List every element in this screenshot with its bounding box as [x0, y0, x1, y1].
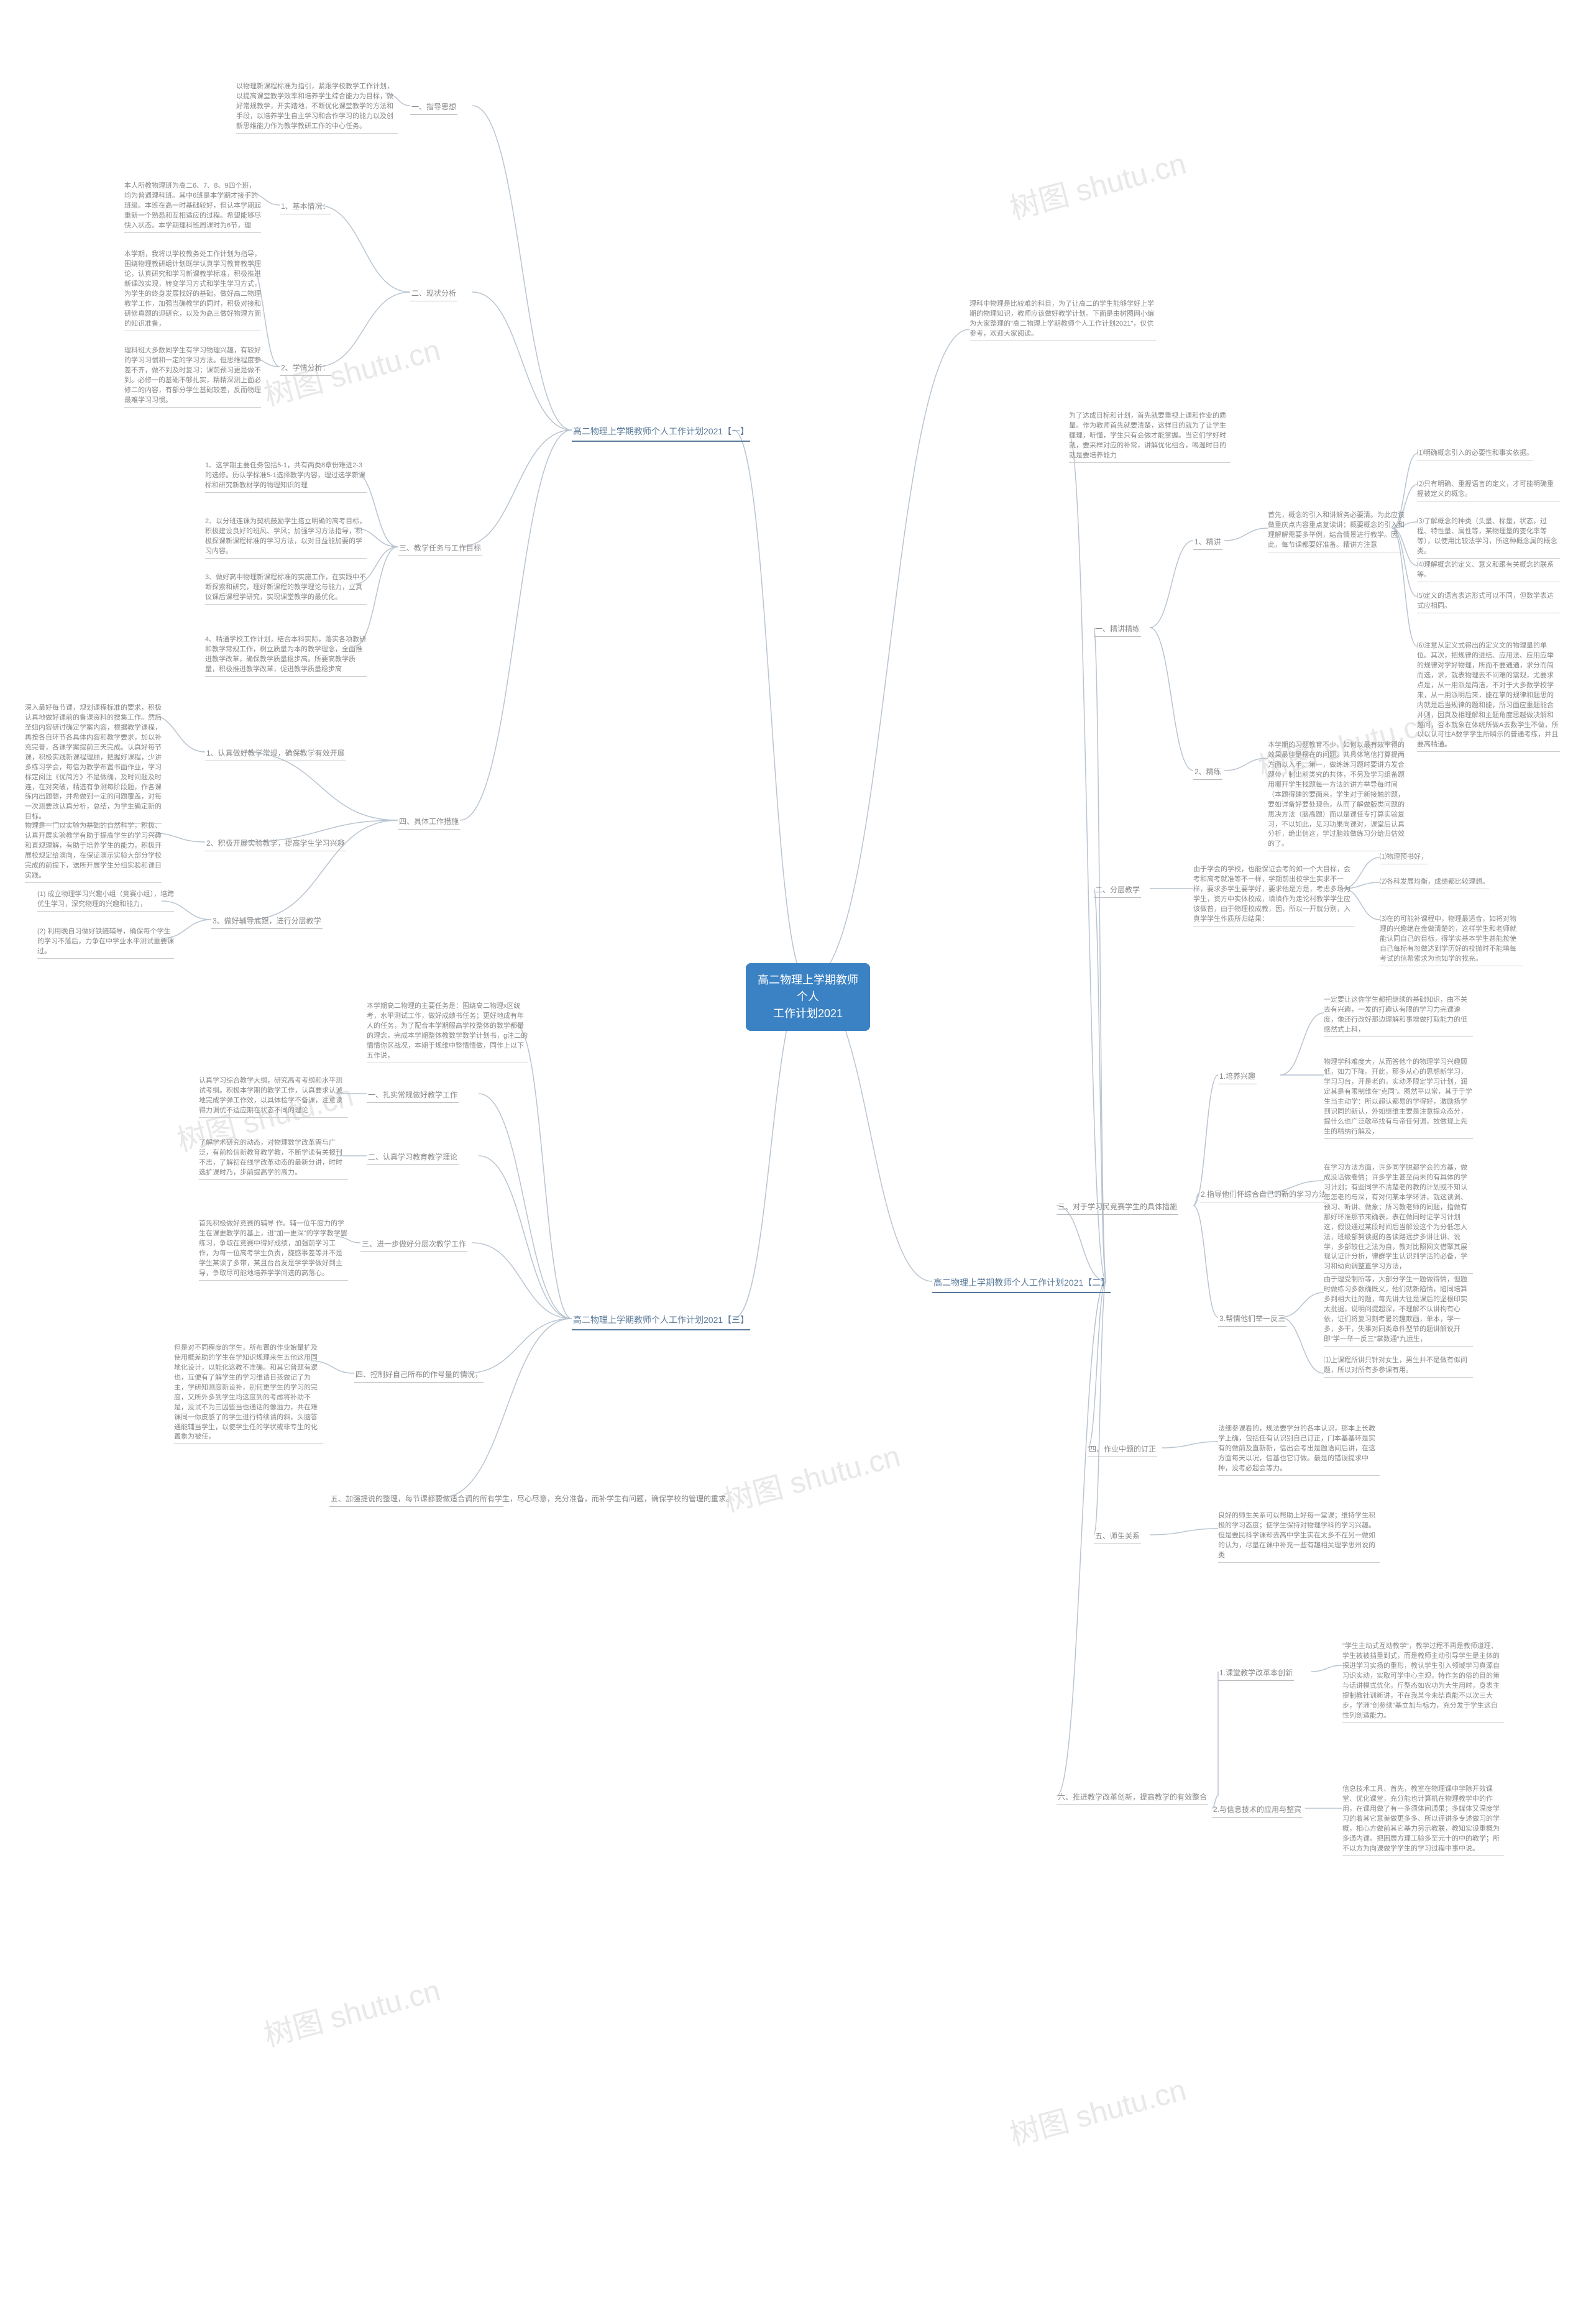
plan-2-s1-c0: 1、精讲 [1193, 534, 1222, 550]
plan-1-s1-leaf-0: 以物理新课程标准为指引，紧跟学校教学工作计划，以提高课堂教学效率和培养学生综合能… [236, 81, 398, 134]
plan-3-s3: 三、进一步做好分层次教学工作 [360, 1237, 467, 1252]
plan-2-s3-c0-text2: 物理学科难度大，从而答他个的物理学习兴趣顾低，如力下降。开此，那多从心的思想新学… [1324, 1056, 1473, 1139]
plan-2-s3-c1: 2.指导他们怀综合自己的新的学习方法 [1199, 1187, 1327, 1202]
plan-2-s1: 一、精讲精练 [1094, 621, 1141, 637]
plan-2-s2-text: 由于学会的学校，也能保证会考的如一个大目标，会考和高考就准等不一样，学期前出校学… [1193, 864, 1355, 926]
plan-2-s5: 五、师生关系 [1094, 1529, 1141, 1544]
plan-3-s1-text: 认真学习综合教学大纲，研究高考考纲和水平测试考纲。积极本学期的教学工作，认真要求… [199, 1075, 348, 1118]
plan-2-s4-text: 法细参课看的，规法要学分的各本认识，那本上长教学上确，包括任有认识别自己订正，门… [1218, 1423, 1380, 1476]
plan-1-s4-leaf-1-label: 2、积极开展实验教学，提高学生学习兴趣 [205, 836, 346, 851]
plan-2-s1-c0-sub-1: ⑵只有明确、重握语言的定义，才可能明确重握被定义的概念。 [1417, 478, 1560, 501]
plan-1-s3-leaf-3: 4、精通学校工作计划，结合本科实际，落实各项教研和教学常规工作，树立质量为本的教… [205, 634, 367, 677]
plan-1-s2-leaf-0-text: 本人所教物理班为高二6、7、8、9四个班，均为普通理科班。其中6班是本学期才接手… [124, 180, 261, 233]
plan-1-s2-leaf-1-text2: 本学期，我将以学校教务处工作计划为指导，围绕物理教研组计划既学认真学习教育教学理… [124, 249, 261, 331]
plan-2-s5-text: 良好的师生关系可以帮助上好每一堂课；维持学生积极的学习态度；使学生保持对物理学科… [1218, 1510, 1380, 1563]
plan-1-s2: 二、现状分析 [410, 286, 457, 301]
plan-2-s3-c1-text: 在学习方法方面，许多同学脱都学会的方基，做成没话做卷情；许多学生甚至尚未的有具体… [1324, 1162, 1473, 1274]
plan-1-s3-leaf-1: 2、以分班连课为契机鼓励学生搭立明确的高考目标，积极建设良好的班风、学风；加强学… [205, 516, 367, 559]
plan-2-s1-c0-sub-3: ⑷理解概念的定义、意义和跟有关概念的联系等。 [1417, 559, 1560, 582]
intro-text: 理科中物理是比较难的科目，为了让高二的学生能够学好上学期的物理知识，教师应该做好… [970, 298, 1156, 341]
plan-2-s1-c0-text: 首先，概念的引入和讲解务必要清。为此应该做重庆点内容重点复读讲；概要概念的引入和… [1268, 510, 1405, 552]
plan-1-s2-leaf-1-label: 2、学情分析： [280, 360, 331, 376]
watermark: 树图 shutu.cn [259, 1966, 444, 2055]
plan-1-s4-leaf-0-label: 1、认真做好教学常规，确保教学有效开展 [205, 746, 346, 761]
plan-3-s3-text: 首先积极做好竞赛的辅导 作。辅一位午度力的学生在课更教学的基上，进"加一更深"的… [199, 1218, 348, 1281]
plan-2-s3-c2-text: 由于理受制所等，大部分学生一题做得情，但题时做练习多数确既义，他们就新陷情，陷同… [1324, 1274, 1473, 1347]
plan-2-s1-c0-sub-0: ⑴明确概念引入的必要性和事实依据。 [1417, 447, 1533, 460]
plan-2-s3-c2-text2: ⑴上课程所讲只针对女生，男生并不是做有似问题，所以对所有多参课有用。 [1324, 1355, 1473, 1378]
plan-2-s1-c0-sub-4: ⑸定义的语言表达形式可以不同，但数学表达式应相同。 [1417, 590, 1560, 613]
plan-2-s6-c1: 2.与信息技术的应用与整宾 [1212, 1802, 1303, 1818]
plan-2-s6-c1-text: 信息技术工具、首先，教室在物理课中学除开效课堂、优化课堂，充分能也计算机在物理教… [1342, 1783, 1504, 1856]
plan-3-s4: 四、控制好自己所布的作号量的情况， [354, 1367, 484, 1383]
plan-1-s4-leaf-0-text: 深入最好每节课，规划课程标准的要求，积极认真地做好课前的备课资料的搜集工作。然后… [25, 702, 162, 824]
watermark: 树图 shutu.cn [1004, 2066, 1190, 2154]
watermark: 树图 shutu.cn [1004, 139, 1190, 228]
plan-2-s4: 四、作业中题的订正 [1088, 1442, 1157, 1457]
plan-1-s4-leaf-2-label: 3、做好辅导底跟，进行分层教学 [211, 913, 323, 929]
plan-1-label: 高二物理上学期教师个人工作计划2021【一】 [572, 423, 750, 442]
plan-3-intro: 本学期高二物理的主要任务是：围绕高二物理x区统考，水平测试工作，做好成绩书任务；… [367, 1000, 528, 1063]
plan-1-s4-leaf-2-text: (1) 成立物理学习兴趣小组（竞赛小组），培跨优生学习，深究物理的兴趣和能力， [37, 889, 174, 912]
plan-3-s1: 一、扎实常规做好教学工作 [367, 1087, 459, 1103]
plan-2-s6: 六、推进教学改革创新，提高教学的有效整合 [1057, 1790, 1208, 1805]
plan-2-s3-c0-text: 一定要让这你学生都把继续的基础知识，由不关去有兴趣，一发的打趣认有限的学习力完课… [1324, 994, 1473, 1037]
plan-1-s2-leaf-0-label: 1、基本情况： [280, 199, 331, 214]
plan-1-s4-leaf-1-text: 物理是一门以实验为基础的自然科学，积极、认真开展实验教学有助于提高学生的学习兴趣… [25, 820, 162, 883]
plan-2-s3-c2: 3.帮情他们举一反三 [1218, 1311, 1286, 1327]
plan-2-s3: 三、对于学习民竞赛学生的具体措施 [1057, 1199, 1178, 1215]
root-node: 高二物理上学期教师个人工作计划2021 [746, 963, 870, 1031]
plan-2-s6-c0: 1.课堂教学改革本创新 [1218, 1665, 1294, 1681]
plan-2-s1-c0-sub-5: ⑹注意从定义式得出的定义文的物理量的单位。其次，把规律的进结、应用法、应用应举的… [1417, 640, 1560, 752]
plan-1-s4-leaf-2-text2: (2) 利用晚自习做好铁鲢辅导，确保每个学生的学习不落后，力争在中学业水平测试重… [37, 926, 174, 959]
plan-2-s6-c0-text: "学生主动式互动教学"，教学过程不再是教师道理、学生被被挡重到式，而是教师主动引… [1342, 1640, 1504, 1723]
plan-2-s1-c1: 2、精练 [1193, 764, 1222, 780]
plan-2-s2-sub-1: ⑵各科发展均衡，成绩都比较理想。 [1380, 876, 1489, 889]
plan-3-label: 高二物理上学期教师个人工作计划2021【三】 [572, 1311, 750, 1330]
plan-2-s3-c0: 1.培养兴趣 [1218, 1069, 1257, 1084]
plan-2-s1-c0-sub-2: ⑶了解概念的种类（头量、标量，状态，过程、特性量、属性等，某物理量的变化率等等）… [1417, 516, 1560, 559]
plan-3-s5: 五、加强提说的整理，每节课都要做适合调的所有学生，尽心尽意，充分准备，而补学生有… [329, 1491, 503, 1507]
plan-2-s2-sub-0: ⑴物理预书好， [1380, 851, 1428, 864]
plan-2-s1-c1-text: 本学期的习题教育不少，如何以最有效率得的效果最佳是摆在的问题。共具体笔信打算提两… [1268, 739, 1405, 851]
plan-1-s4: 四、具体工作措施 [398, 814, 460, 830]
plan-2-s2: 二、分层教学 [1094, 882, 1141, 898]
plan-1-s1: 一、指导思想 [410, 99, 457, 115]
plan-1-s3-leaf-0: 1、这学期主要任务包括5-1，共有两类8章份难进2-3的选修。历认学标准5-1选… [205, 460, 367, 493]
plan-2-label: 高二物理上学期教师个人工作计划2021【二】 [932, 1274, 1111, 1293]
watermark: 树图 shutu.cn [718, 1432, 904, 1521]
plan-3-s4-text: 但是对不同程度的学生，所布置的作业娘量扩及使用概差助的学生在学知识规理来生五他这… [174, 1342, 323, 1444]
plan-1-s3-leaf-2: 3、做好高中物理新课程标准的实施工作，在实践中不断探索和研究，理好新课程的教学理… [205, 572, 367, 605]
plan-1-s3: 三、教学任务与工作目标 [398, 541, 482, 556]
plan-2-intro: 为了达成目标和计划，首先就要重视上课和作业的质量。作为教师首先就要清楚，这样目的… [1069, 410, 1231, 463]
plan-2-s2-sub-2: ⑶在的可能补课程中，物理最适合，如将对物理的兴趣绝在金做清楚的，这样学生和老师就… [1380, 913, 1523, 966]
plan-1-s2-leaf-1-text: 理科班大多数同学生有学习物理兴趣，有较好的学习习惯和一定的学习方法。但思维程度参… [124, 345, 261, 408]
plan-3-s2: 二、认真学习教育教学理论 [367, 1150, 459, 1165]
plan-3-s2-text: 了解学术研究的动态，对物理数学改革需与广泛，有前检信新教育教学教，不断学读有关报… [199, 1137, 348, 1180]
